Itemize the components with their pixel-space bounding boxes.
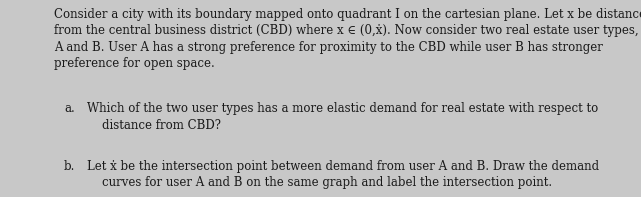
Text: Consider a city with its boundary mapped onto quadrant I on the cartesian plane.: Consider a city with its boundary mapped… bbox=[54, 8, 641, 70]
Text: b.: b. bbox=[64, 160, 76, 173]
Text: a.: a. bbox=[64, 102, 75, 115]
Text: Which of the two user types has a more elastic demand for real estate with respe: Which of the two user types has a more e… bbox=[87, 102, 598, 132]
Text: Let ẋ be the intersection point between demand from user A and B. Draw the deman: Let ẋ be the intersection point between … bbox=[87, 160, 599, 189]
